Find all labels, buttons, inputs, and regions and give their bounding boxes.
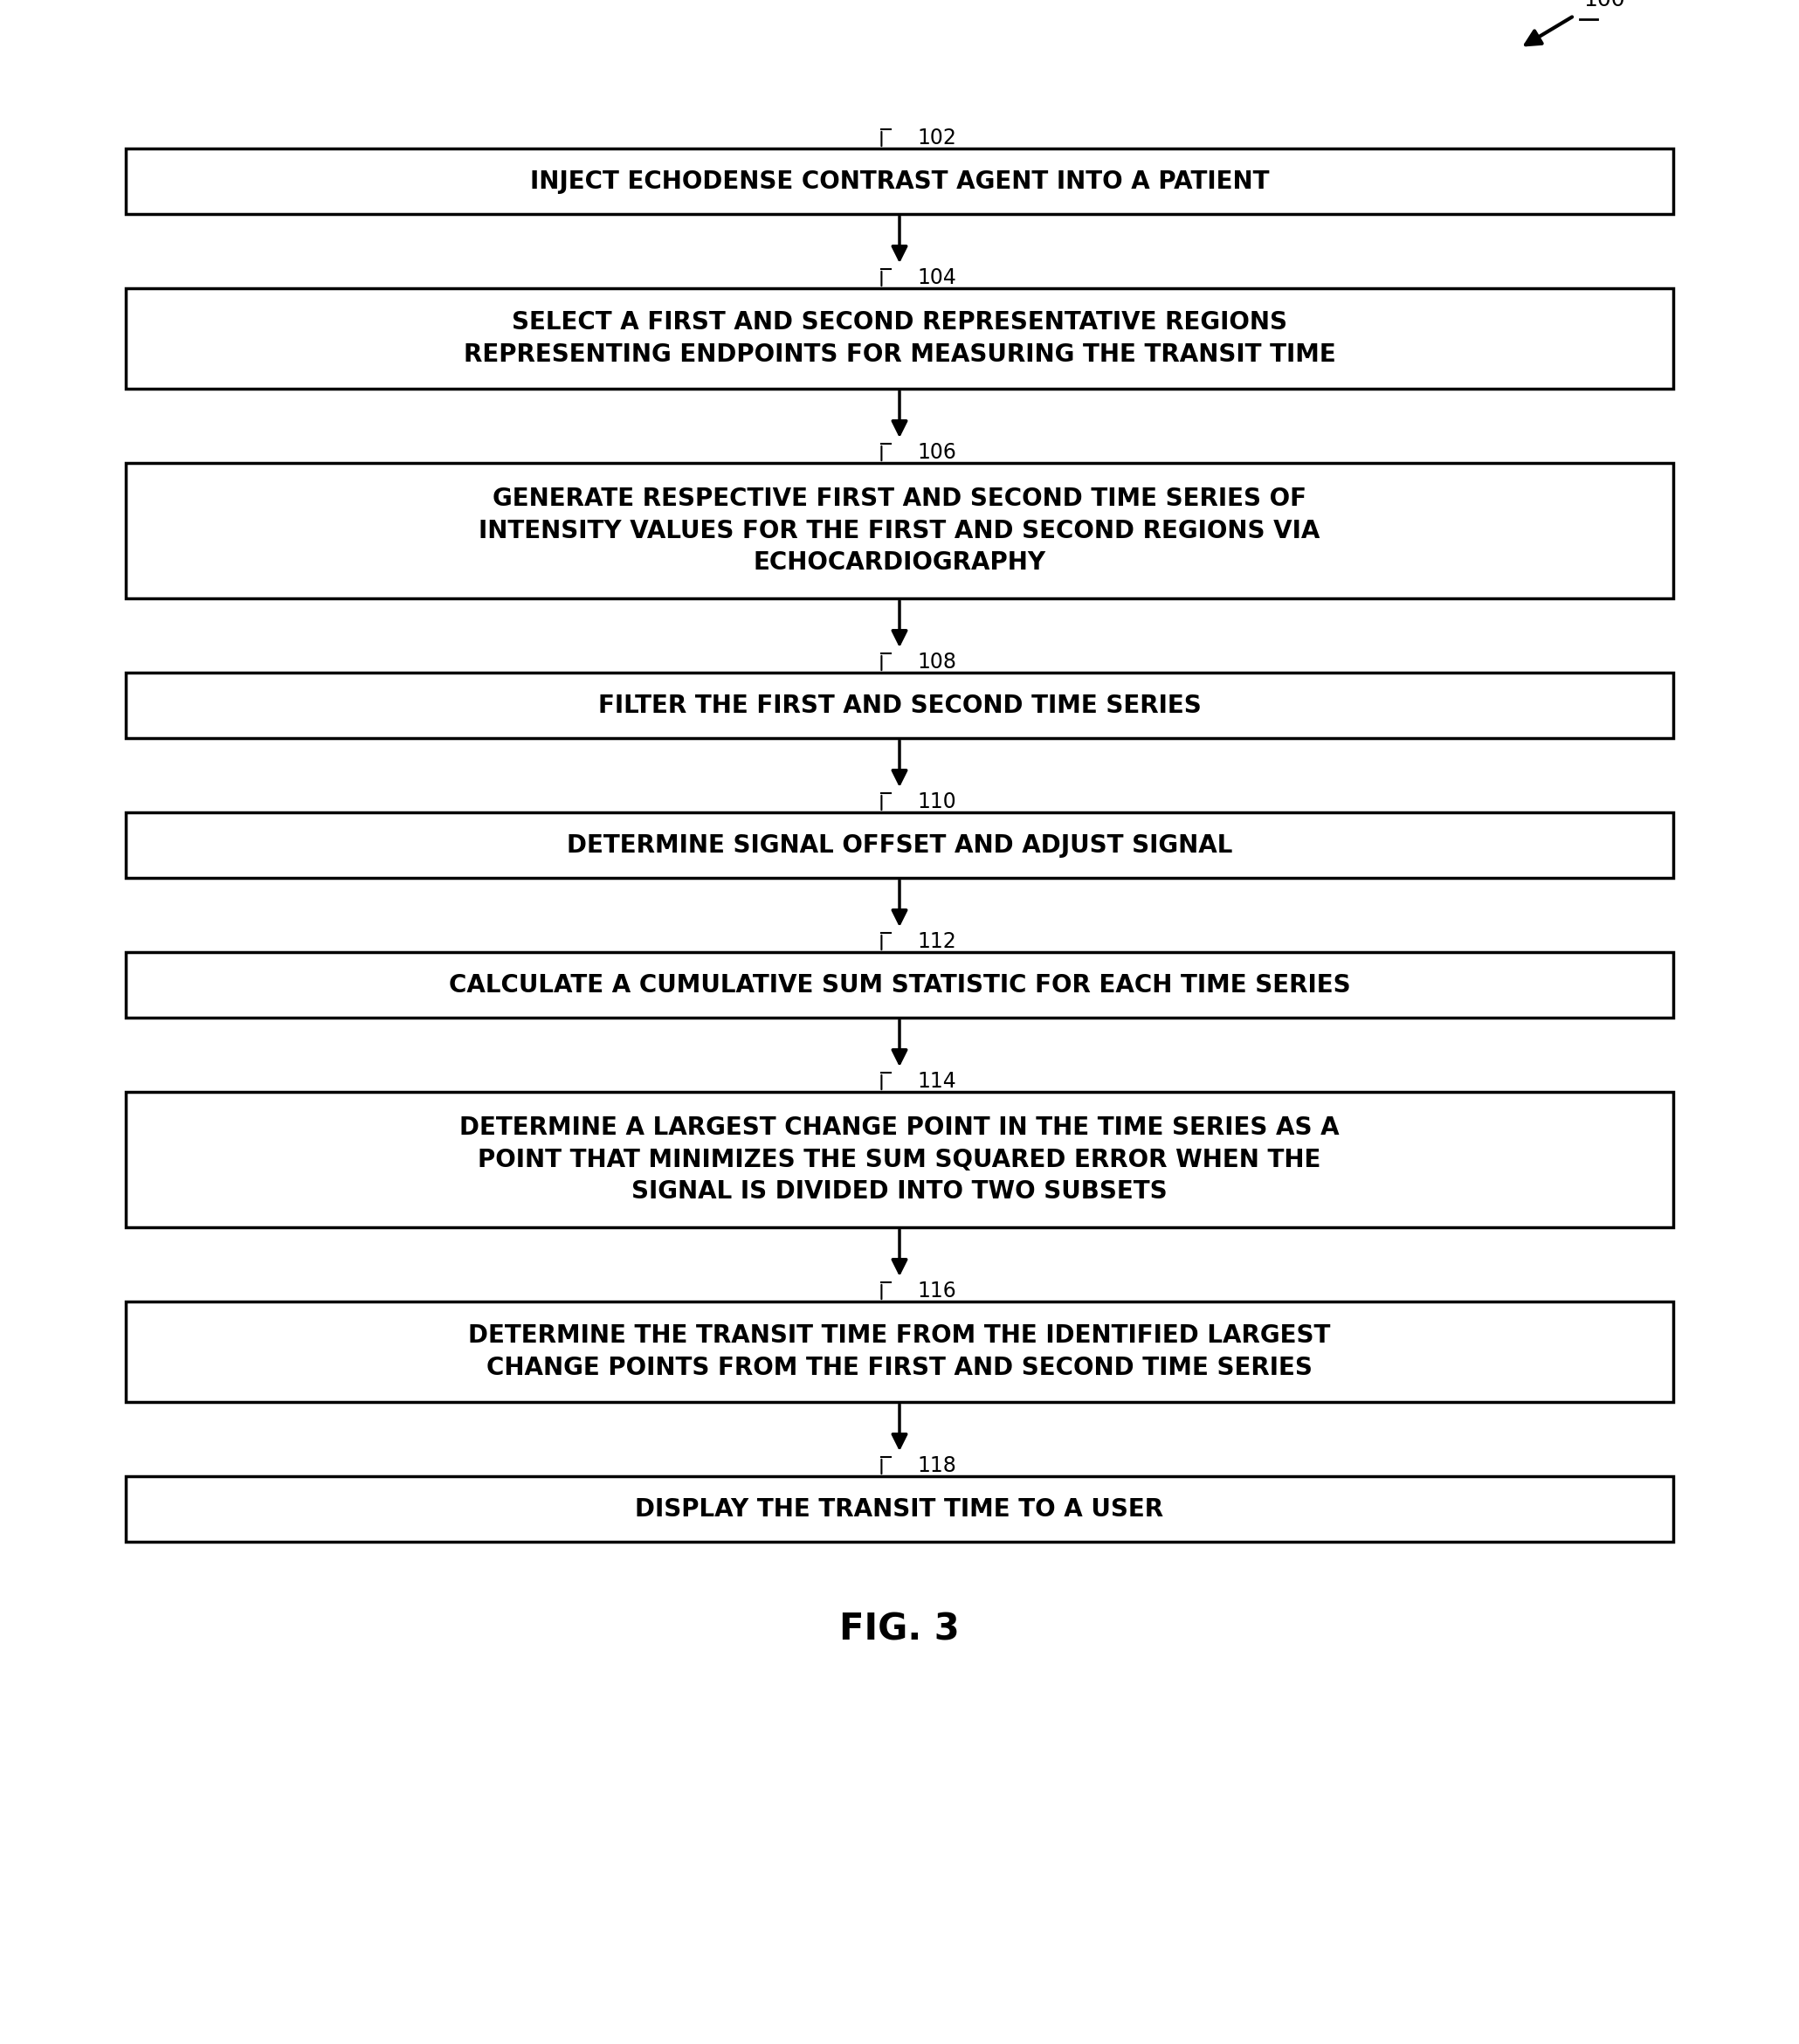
Text: 102: 102 — [917, 127, 957, 149]
Text: DISPLAY THE TRANSIT TIME TO A USER: DISPLAY THE TRANSIT TIME TO A USER — [635, 1496, 1164, 1521]
Bar — [126, 288, 1673, 388]
Text: 112: 112 — [917, 932, 957, 953]
Text: CALCULATE A CUMULATIVE SUM STATISTIC FOR EACH TIME SERIES: CALCULATE A CUMULATIVE SUM STATISTIC FOR… — [448, 973, 1351, 997]
Bar — [126, 1302, 1673, 1402]
Text: GENERATE RESPECTIVE FIRST AND SECOND TIME SERIES OF
INTENSITY VALUES FOR THE FIR: GENERATE RESPECTIVE FIRST AND SECOND TIM… — [479, 486, 1320, 574]
Text: 100: 100 — [1583, 0, 1624, 10]
Text: 116: 116 — [917, 1280, 957, 1302]
Text: 106: 106 — [917, 442, 957, 462]
Bar — [126, 953, 1673, 1018]
Text: 114: 114 — [917, 1071, 957, 1091]
Text: 108: 108 — [917, 652, 957, 672]
Bar — [126, 672, 1673, 738]
Text: DETERMINE SIGNAL OFFSET AND ADJUST SIGNAL: DETERMINE SIGNAL OFFSET AND ADJUST SIGNA… — [567, 832, 1232, 856]
Text: 104: 104 — [917, 268, 957, 288]
Bar — [126, 462, 1673, 599]
Text: 110: 110 — [917, 791, 957, 811]
Text: INJECT ECHODENSE CONTRAST AGENT INTO A PATIENT: INJECT ECHODENSE CONTRAST AGENT INTO A P… — [531, 170, 1268, 194]
Text: FIG. 3: FIG. 3 — [840, 1611, 959, 1647]
Text: SELECT A FIRST AND SECOND REPRESENTATIVE REGIONS
REPRESENTING ENDPOINTS FOR MEAS: SELECT A FIRST AND SECOND REPRESENTATIVE… — [464, 311, 1335, 366]
Bar — [126, 811, 1673, 877]
Text: FILTER THE FIRST AND SECOND TIME SERIES: FILTER THE FIRST AND SECOND TIME SERIES — [597, 693, 1202, 717]
Bar — [126, 1091, 1673, 1226]
Text: 118: 118 — [917, 1455, 957, 1476]
Bar — [126, 1476, 1673, 1541]
Text: DETERMINE A LARGEST CHANGE POINT IN THE TIME SERIES AS A
POINT THAT MINIMIZES TH: DETERMINE A LARGEST CHANGE POINT IN THE … — [459, 1116, 1340, 1204]
Bar — [126, 149, 1673, 215]
Text: DETERMINE THE TRANSIT TIME FROM THE IDENTIFIED LARGEST
CHANGE POINTS FROM THE FI: DETERMINE THE TRANSIT TIME FROM THE IDEN… — [468, 1322, 1331, 1380]
